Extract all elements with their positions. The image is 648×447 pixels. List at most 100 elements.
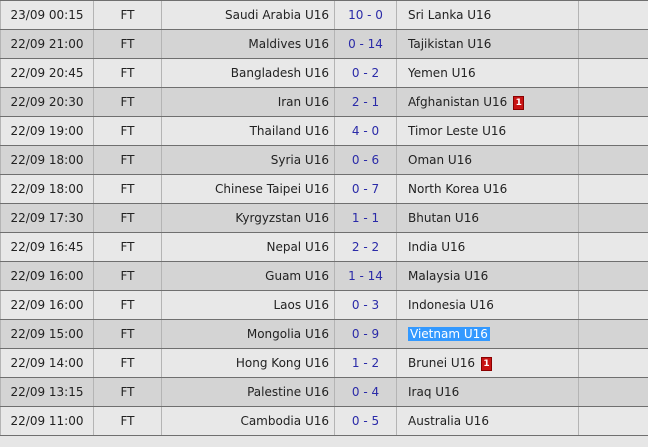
home-team[interactable]: Guam U16 bbox=[161, 261, 335, 291]
home-team[interactable]: Syria U16 bbox=[161, 145, 335, 175]
match-status: FT bbox=[93, 145, 162, 175]
match-time: 22/09 14:00 bbox=[0, 348, 94, 378]
match-score[interactable]: 0 - 3 bbox=[334, 290, 397, 320]
away-team[interactable]: India U16 bbox=[396, 232, 579, 262]
match-time: 22/09 16:00 bbox=[0, 290, 94, 320]
match-row[interactable]: 22/09 18:00 FT Syria U16 0 - 6 Oman U16 bbox=[0, 145, 648, 175]
match-score[interactable]: 0 - 7 bbox=[334, 174, 397, 204]
match-score[interactable]: 0 - 4 bbox=[334, 377, 397, 407]
away-team-name[interactable]: Bhutan U16 bbox=[408, 211, 479, 225]
home-team[interactable]: Laos U16 bbox=[161, 290, 335, 320]
match-score[interactable]: 4 - 0 bbox=[334, 116, 397, 146]
match-status: FT bbox=[93, 0, 162, 30]
match-row[interactable]: 23/09 00:15 FT Saudi Arabia U16 10 - 0 Sri L… bbox=[0, 0, 648, 30]
match-status: FT bbox=[93, 290, 162, 320]
home-team[interactable]: Thailand U16 bbox=[161, 116, 335, 146]
match-row[interactable]: 22/09 21:00 FT Maldives U16 0 - 14 Tajikista… bbox=[0, 29, 648, 59]
match-status: FT bbox=[93, 232, 162, 262]
home-team[interactable]: Kyrgyzstan U16 bbox=[161, 203, 335, 233]
match-time: 23/09 00:15 bbox=[0, 0, 94, 30]
match-row[interactable]: 22/09 13:15 FT Palestine U16 0 - 4 Iraq U16 bbox=[0, 377, 648, 407]
match-score[interactable]: 2 - 1 bbox=[334, 87, 397, 117]
home-team[interactable]: Nepal U16 bbox=[161, 232, 335, 262]
away-team[interactable]: Brunei U16 1 bbox=[396, 348, 579, 378]
home-team[interactable]: Chinese Taipei U16 bbox=[161, 174, 335, 204]
away-team-name[interactable]: Brunei U16 bbox=[408, 355, 475, 370]
away-team-name[interactable]: Vietnam U16 bbox=[408, 327, 490, 341]
away-team[interactable]: Tajikistan U16 bbox=[396, 29, 579, 59]
red-card-icon: 1 bbox=[480, 356, 492, 371]
away-team[interactable]: Vietnam U16 bbox=[396, 319, 579, 349]
match-row[interactable]: 22/09 20:45 FT Bangladesh U16 0 - 2 Yemen U1… bbox=[0, 58, 648, 88]
away-team-name[interactable]: Oman U16 bbox=[408, 153, 472, 167]
match-status: FT bbox=[93, 58, 162, 88]
away-team-name[interactable]: Iraq U16 bbox=[408, 385, 460, 399]
match-score[interactable]: 0 - 2 bbox=[334, 58, 397, 88]
extra-cell bbox=[578, 116, 648, 146]
home-team[interactable]: Palestine U16 bbox=[161, 377, 335, 407]
away-team-name[interactable]: North Korea U16 bbox=[408, 182, 508, 196]
away-team-name[interactable]: Indonesia U16 bbox=[408, 298, 494, 312]
match-score[interactable]: 0 - 14 bbox=[334, 29, 397, 59]
match-row[interactable]: 22/09 20:30 FT Iran U16 2 - 1 Afghanistan U1… bbox=[0, 87, 648, 117]
match-score[interactable]: 0 - 5 bbox=[334, 406, 397, 436]
away-team-name[interactable]: Tajikistan U16 bbox=[408, 37, 492, 51]
match-row[interactable]: 22/09 17:30 FT Kyrgyzstan U16 1 - 1 Bhutan U… bbox=[0, 203, 648, 233]
match-score[interactable]: 2 - 2 bbox=[334, 232, 397, 262]
match-status: FT bbox=[93, 87, 162, 117]
home-team[interactable]: Cambodia U16 bbox=[161, 406, 335, 436]
match-score[interactable]: 0 - 6 bbox=[334, 145, 397, 175]
away-team-name[interactable]: Afghanistan U16 bbox=[408, 94, 508, 109]
away-team[interactable]: Bhutan U16 bbox=[396, 203, 579, 233]
match-row[interactable]: 22/09 16:00 FT Guam U16 1 - 14 Malaysia U16 bbox=[0, 261, 648, 291]
match-status: FT bbox=[93, 406, 162, 436]
away-team[interactable]: Timor Leste U16 bbox=[396, 116, 579, 146]
extra-cell bbox=[578, 348, 648, 378]
match-score[interactable]: 10 - 0 bbox=[334, 0, 397, 30]
extra-cell bbox=[578, 319, 648, 349]
match-score[interactable]: 1 - 2 bbox=[334, 348, 397, 378]
match-time: 22/09 15:00 bbox=[0, 319, 94, 349]
away-team[interactable]: Malaysia U16 bbox=[396, 261, 579, 291]
match-time: 22/09 20:45 bbox=[0, 58, 94, 88]
match-time: 22/09 13:15 bbox=[0, 377, 94, 407]
match-time: 22/09 21:00 bbox=[0, 29, 94, 59]
away-team-name[interactable]: India U16 bbox=[408, 240, 466, 254]
away-team[interactable]: Sri Lanka U16 bbox=[396, 0, 579, 30]
away-team[interactable]: Indonesia U16 bbox=[396, 290, 579, 320]
away-team-name[interactable]: Sri Lanka U16 bbox=[408, 8, 492, 22]
home-team[interactable]: Bangladesh U16 bbox=[161, 58, 335, 88]
match-score[interactable]: 1 - 1 bbox=[334, 203, 397, 233]
match-status: FT bbox=[93, 203, 162, 233]
match-status: FT bbox=[93, 174, 162, 204]
home-team[interactable]: Iran U16 bbox=[161, 87, 335, 117]
match-row[interactable]: 22/09 16:00 FT Laos U16 0 - 3 Indonesia U16 bbox=[0, 290, 648, 320]
home-team[interactable]: Saudi Arabia U16 bbox=[161, 0, 335, 30]
away-team[interactable]: Oman U16 bbox=[396, 145, 579, 175]
match-row[interactable]: 22/09 16:45 FT Nepal U16 2 - 2 India U16 bbox=[0, 232, 648, 262]
extra-cell bbox=[578, 290, 648, 320]
extra-cell bbox=[578, 29, 648, 59]
match-time: 22/09 19:00 bbox=[0, 116, 94, 146]
match-time: 22/09 20:30 bbox=[0, 87, 94, 117]
away-team[interactable]: Iraq U16 bbox=[396, 377, 579, 407]
match-row[interactable]: 22/09 14:00 FT Hong Kong U16 1 - 2 Brunei U1… bbox=[0, 348, 648, 378]
home-team[interactable]: Hong Kong U16 bbox=[161, 348, 335, 378]
match-row[interactable]: 22/09 19:00 FT Thailand U16 4 - 0 Timor Lest… bbox=[0, 116, 648, 146]
match-score[interactable]: 0 - 9 bbox=[334, 319, 397, 349]
away-team-name[interactable]: Australia U16 bbox=[408, 414, 489, 428]
away-team[interactable]: Afghanistan U16 1 bbox=[396, 87, 579, 117]
away-team-name[interactable]: Malaysia U16 bbox=[408, 269, 489, 283]
away-team-name[interactable]: Timor Leste U16 bbox=[408, 124, 507, 138]
away-team[interactable]: Australia U16 bbox=[396, 406, 579, 436]
home-team[interactable]: Mongolia U16 bbox=[161, 319, 335, 349]
extra-cell bbox=[578, 203, 648, 233]
match-score[interactable]: 1 - 14 bbox=[334, 261, 397, 291]
match-row[interactable]: 22/09 18:00 FT Chinese Taipei U16 0 - 7 Nort… bbox=[0, 174, 648, 204]
match-row[interactable]: 22/09 15:00 FT Mongolia U16 0 - 9 Vietnam U1… bbox=[0, 319, 648, 349]
match-row[interactable]: 22/09 11:00 FT Cambodia U16 0 - 5 Australia … bbox=[0, 406, 648, 436]
away-team-name[interactable]: Yemen U16 bbox=[408, 66, 476, 80]
away-team[interactable]: Yemen U16 bbox=[396, 58, 579, 88]
away-team[interactable]: North Korea U16 bbox=[396, 174, 579, 204]
home-team[interactable]: Maldives U16 bbox=[161, 29, 335, 59]
